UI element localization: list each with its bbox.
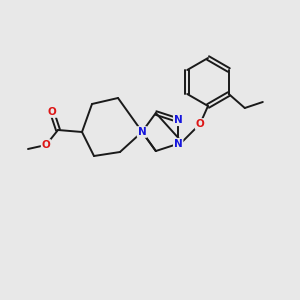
Text: N: N — [174, 139, 183, 149]
Text: O: O — [196, 119, 204, 129]
Text: N: N — [174, 115, 183, 125]
Text: O: O — [48, 107, 56, 117]
Text: O: O — [42, 140, 50, 150]
Text: N: N — [138, 127, 146, 137]
